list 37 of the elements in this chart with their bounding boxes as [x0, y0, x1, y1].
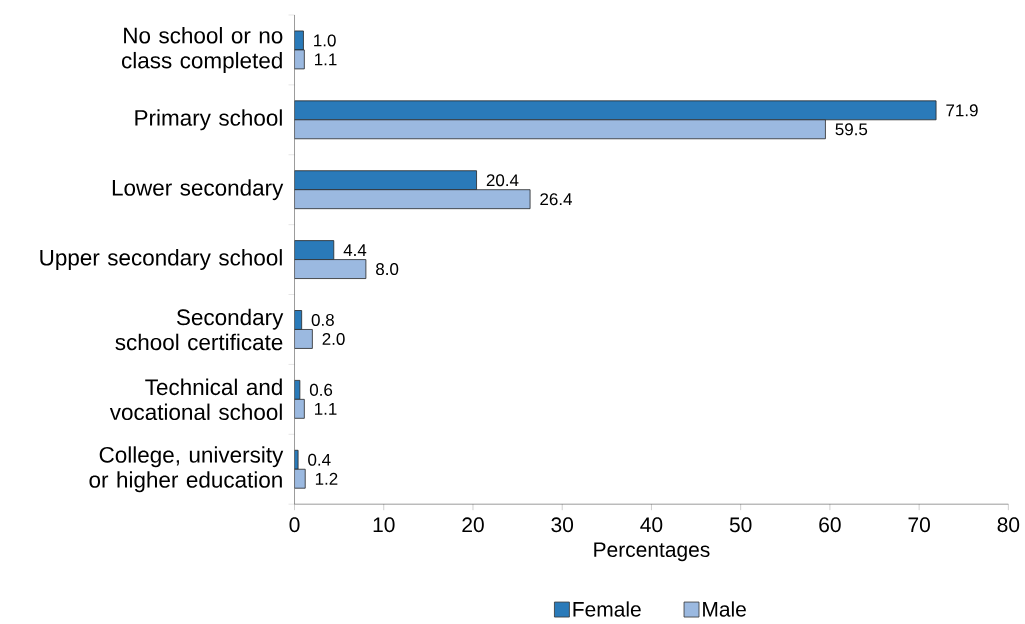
data-label: 0.8	[311, 313, 334, 326]
y-tick-label: Secondary school certificate	[115, 308, 284, 351]
bar	[294, 119, 826, 140]
x-tick-label: 40	[640, 517, 663, 533]
x-tick-label: 60	[819, 517, 841, 533]
data-label: 8.0	[376, 263, 399, 276]
x-tick-label: 80	[997, 517, 1020, 533]
data-label: 59.5	[835, 123, 868, 136]
data-label: 2.0	[322, 332, 345, 345]
data-label: 1.1	[315, 403, 337, 415]
x-tick-label: 0	[289, 517, 300, 533]
data-label: 0.6	[309, 383, 333, 396]
data-label: 1.0	[314, 34, 336, 47]
y-tick-label: Primary school	[135, 109, 282, 131]
x-tick-label: 70	[908, 517, 930, 533]
x-axis-title: Percentages	[594, 542, 710, 562]
x-tick-label: 30	[551, 517, 574, 533]
y-tick-label: College, university or higher education	[89, 446, 284, 493]
y-tick-label: Upper secondary school	[40, 249, 282, 271]
x-tick-label: 50	[729, 517, 752, 533]
data-label: 71.9	[946, 104, 978, 117]
data-label: 26.4	[540, 193, 572, 206]
bar	[294, 189, 531, 210]
data-label: 1.2	[315, 472, 338, 485]
x-tick-label: 20	[462, 517, 484, 533]
y-tick-label: Technical and vocational school	[109, 378, 282, 421]
data-label: 1.1	[315, 53, 337, 66]
bar	[294, 259, 367, 279]
data-label: 4.4	[343, 244, 367, 256]
legend-label: Female	[573, 601, 641, 617]
data-label: 20.4	[486, 174, 519, 187]
data-label: 0.4	[308, 453, 331, 466]
y-tick-label: No school or no class completed	[121, 26, 283, 73]
y-tick-label: Lower secondary	[112, 179, 284, 201]
bar	[294, 329, 313, 349]
x-tick-label: 10	[373, 517, 395, 533]
legend-label: Male	[703, 601, 746, 617]
